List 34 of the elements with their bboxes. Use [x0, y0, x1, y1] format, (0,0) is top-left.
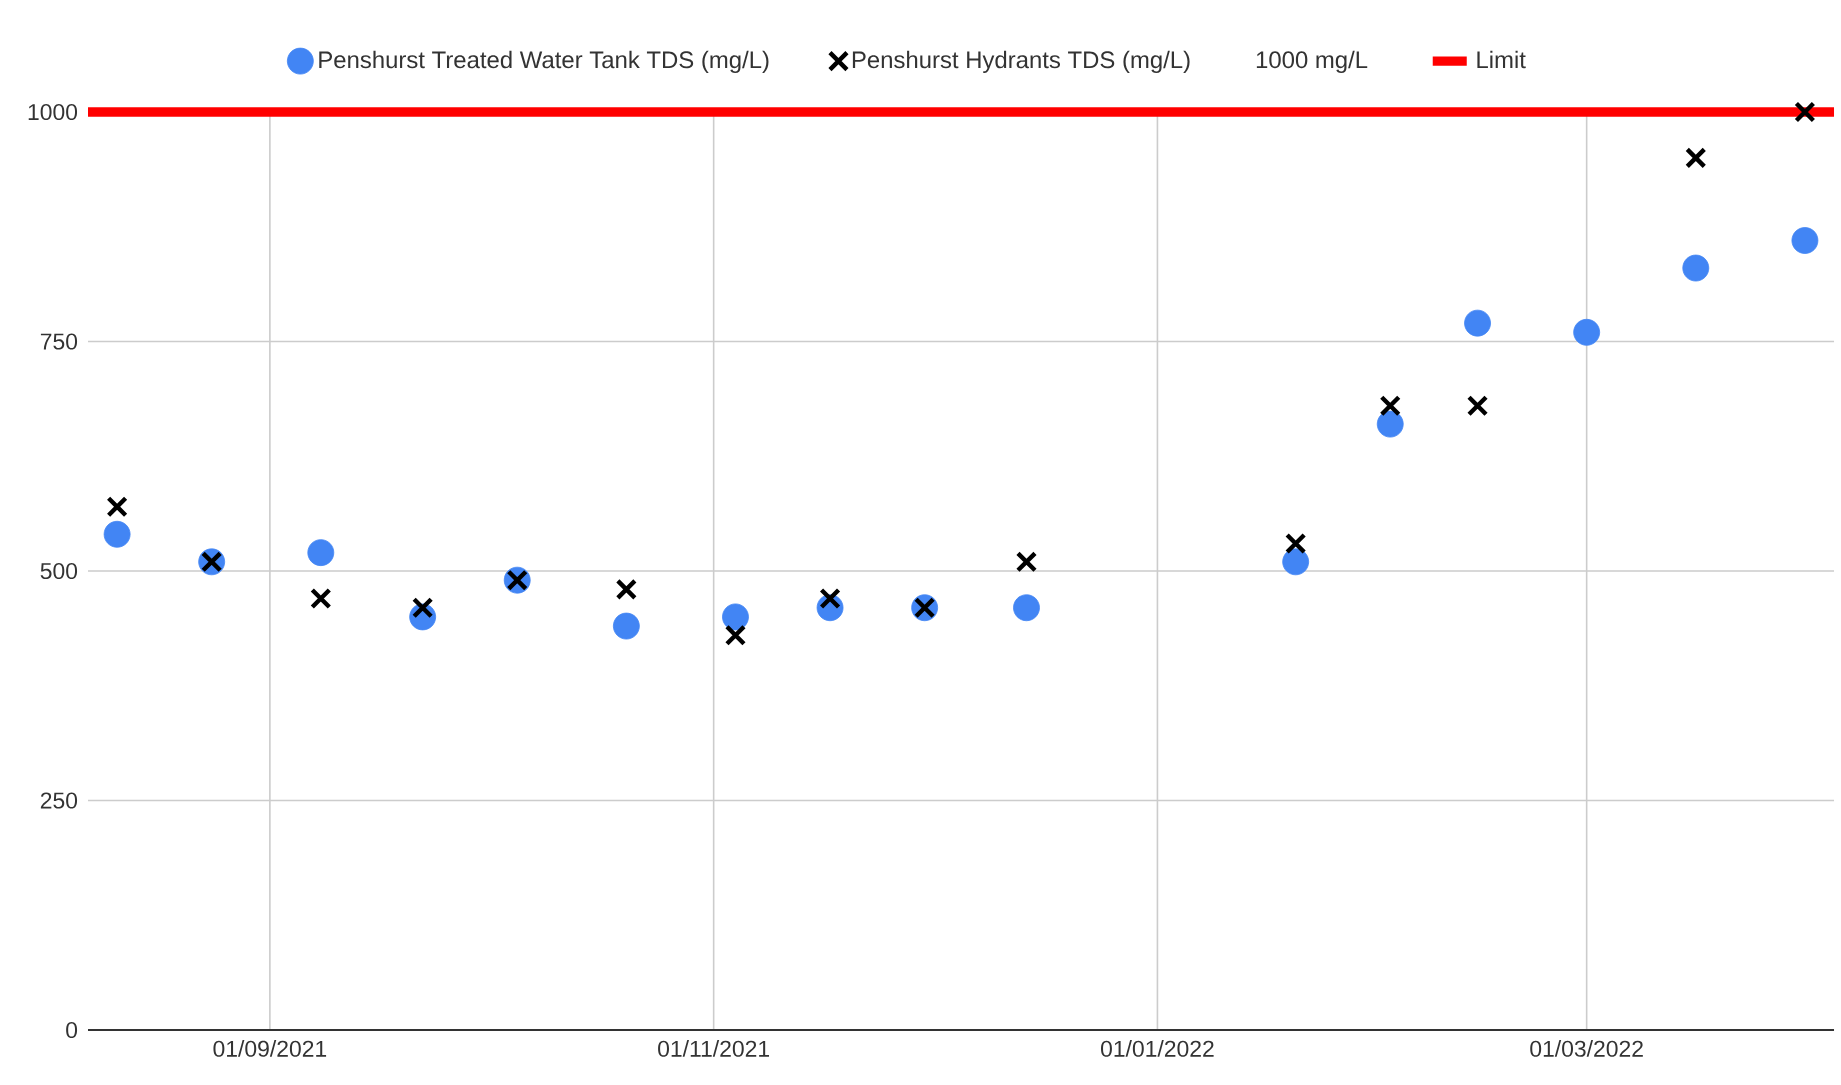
point	[1015, 551, 1038, 573]
y-tick-label: 250	[40, 792, 78, 809]
y-tick-label: 500	[40, 562, 78, 580]
legend-label: Limit	[1477, 50, 1526, 69]
x-tick-label: 01/03/2022	[1530, 1040, 1643, 1057]
point	[1682, 254, 1710, 282]
text: 1000 mg/L	[1256, 50, 1368, 74]
point	[1284, 532, 1307, 555]
point	[106, 496, 128, 518]
point	[103, 520, 131, 548]
point	[615, 578, 638, 601]
point	[1573, 318, 1601, 346]
point	[1466, 395, 1489, 417]
y-tick-label: 0	[66, 1021, 78, 1039]
point	[722, 603, 749, 631]
point	[1791, 227, 1819, 254]
y-tick-label: 1000	[28, 103, 78, 121]
y-tick-label: 750	[40, 333, 78, 350]
point	[724, 624, 747, 646]
x-tick-label: 01/01/2022	[1101, 1040, 1214, 1057]
point	[1282, 548, 1310, 576]
point	[1464, 309, 1491, 337]
point	[612, 612, 640, 640]
point	[1376, 410, 1404, 438]
point	[1013, 594, 1040, 622]
point	[1379, 395, 1401, 417]
legend-label: Penshurst Treated Water Tank TDS (mg/L)	[319, 50, 769, 74]
point	[310, 587, 332, 610]
x-tick-label: 01/09/2021	[213, 1040, 327, 1057]
point	[1685, 147, 1707, 169]
x-tick-label: 01/11/2021	[658, 1040, 770, 1057]
point	[307, 539, 335, 567]
legend-label: Penshurst Hydrants TDS (mg/L)	[852, 50, 1190, 74]
point	[1794, 101, 1816, 123]
